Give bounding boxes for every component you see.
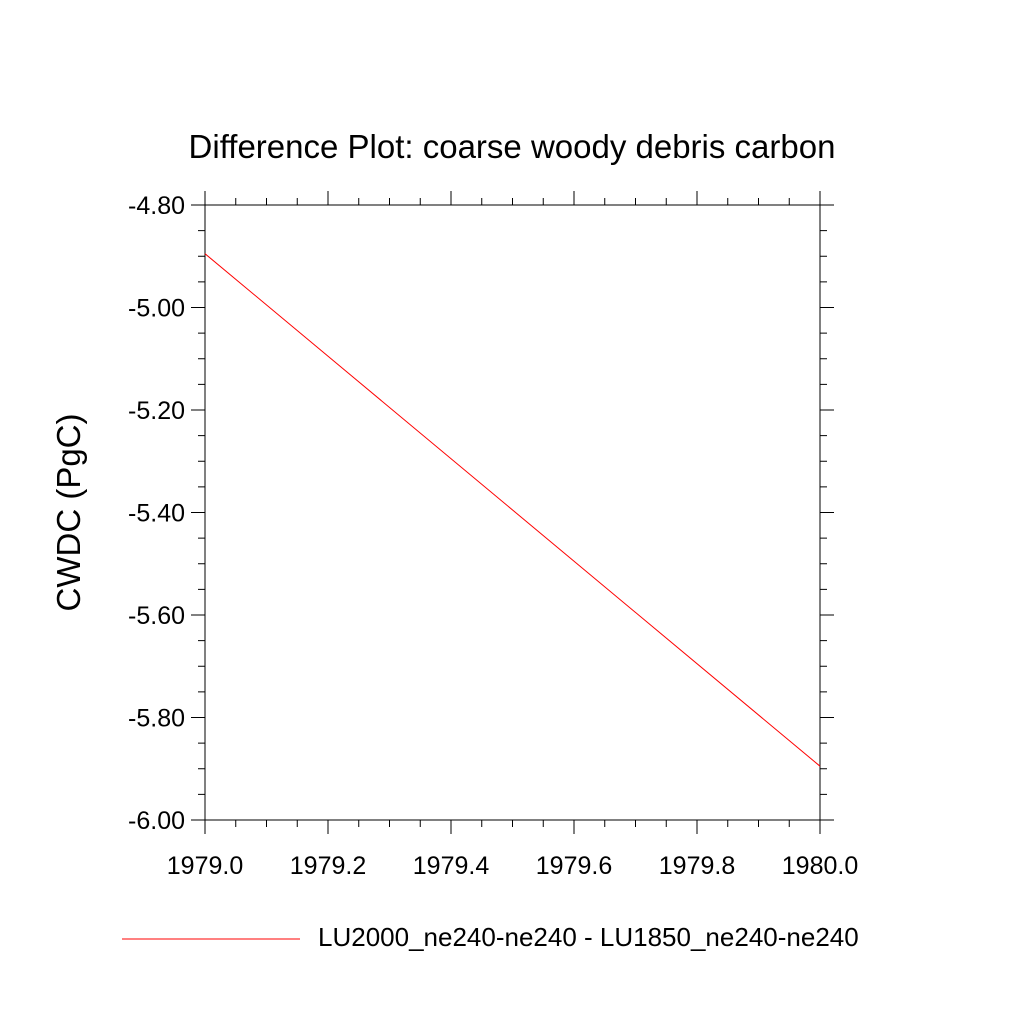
chart-title: Difference Plot: coarse woody debris car… [188,128,836,165]
y-tick-label: -6.00 [128,807,185,835]
series-line [204,253,821,767]
x-tick-label: 1979.2 [290,852,366,880]
x-tick-label: 1979.4 [413,852,490,880]
y-tick-label: -5.00 [128,295,185,323]
y-tick-label: -4.80 [128,192,185,220]
y-tick-label: -5.40 [128,500,185,528]
y-tick-label: -5.80 [128,705,185,733]
x-tick-label: 1979.6 [536,852,612,880]
y-axis-label: CWDC (PgC) [50,414,87,612]
x-tick-label: 1980.0 [782,852,858,880]
legend-label: LU2000_ne240-ne240 - LU1850_ne240-ne240 [318,922,859,952]
x-tick-label: 1979.0 [167,852,243,880]
plot-frame [204,204,821,821]
x-tick-label: 1979.8 [659,852,735,880]
y-tick-label: -5.20 [128,397,185,425]
y-tick-label: -5.60 [128,602,185,630]
